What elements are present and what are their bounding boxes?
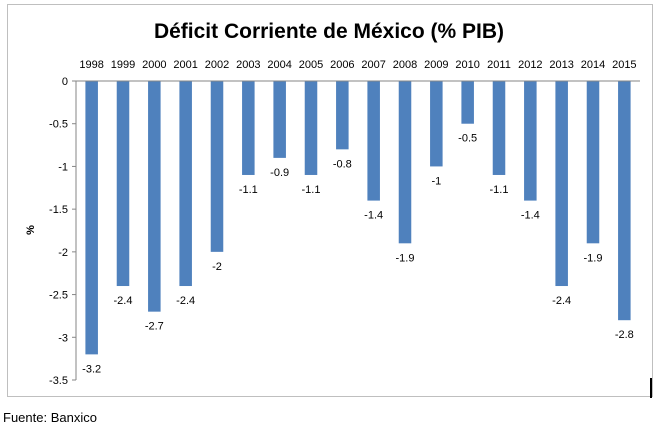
bar-2014	[586, 81, 600, 244]
bar-2003	[242, 81, 255, 175]
bar-2004	[273, 81, 286, 158]
y-tick-label: -1	[58, 161, 68, 173]
source-note: Fuente: Banxico	[3, 410, 97, 425]
y-tick-label: -3	[58, 332, 68, 344]
bar-2012	[524, 81, 537, 201]
data-label-2004: -0.9	[270, 167, 289, 179]
x-tick-label: 2007	[361, 59, 385, 71]
frame-corner-mark	[650, 378, 652, 398]
y-axis-label: %	[25, 225, 37, 235]
chart-frame	[7, 4, 653, 397]
data-label-1998: -3.2	[82, 363, 101, 375]
bars	[85, 81, 631, 355]
data-label-2006: -0.8	[333, 158, 352, 170]
data-labels: -3.2 -2.4 -2.7 -2.4 -2 -1.1 -0.9 -1.1 -0.8 -1.4 -1…	[82, 133, 634, 376]
x-tick-label: 2005	[299, 59, 323, 71]
bar-2013	[555, 81, 568, 287]
bar-2005	[304, 81, 318, 175]
x-tick-label: 2012	[518, 59, 542, 71]
bar-2007	[367, 81, 380, 201]
x-tick-label: 2015	[612, 59, 636, 71]
data-label-2007: -1.4	[364, 210, 383, 222]
bar-2000	[148, 81, 161, 312]
y-tick-label: -2.5	[49, 290, 68, 302]
bar-1999	[116, 81, 130, 287]
x-tick-label: 2004	[267, 59, 291, 71]
data-label-2000: -2.7	[145, 321, 164, 333]
bar-2011	[492, 81, 506, 175]
x-tick-label: 2001	[173, 59, 197, 71]
y-axis-ticks: 0 -0.5 -1 -1.5 -2 -2.5 -3 -3.5	[49, 76, 76, 387]
bar-2002	[210, 81, 224, 252]
bar-2008	[398, 81, 412, 244]
x-tick-label: 2013	[549, 59, 573, 71]
x-tick-label: 2002	[205, 59, 229, 71]
x-tick-label: 1998	[79, 59, 103, 71]
data-label-2005: -1.1	[302, 184, 321, 196]
data-label-2002: -2	[212, 261, 222, 273]
y-tick-label: -2	[58, 247, 68, 259]
data-label-2014: -1.9	[584, 252, 603, 264]
data-label-2015: -2.8	[615, 329, 634, 341]
x-tick-label: 2003	[236, 59, 260, 71]
x-tick-label: 2008	[393, 59, 417, 71]
bar-1998	[85, 81, 98, 355]
data-label-1999: -2.4	[114, 295, 133, 307]
y-tick-label: -0.5	[49, 119, 68, 131]
x-tick-label: 1999	[111, 59, 135, 71]
bar-2009	[430, 81, 443, 167]
y-tick-label: -1.5	[49, 204, 68, 216]
x-tick-label: 2006	[330, 59, 354, 71]
data-label-2013: -2.4	[552, 295, 571, 307]
data-label-2008: -1.9	[396, 252, 415, 264]
data-label-2003: -1.1	[239, 184, 258, 196]
bar-2001	[179, 81, 192, 287]
data-label-2012: -1.4	[521, 210, 540, 222]
bar-2010	[461, 81, 474, 124]
x-tick-label: 2014	[581, 59, 605, 71]
bar-2006	[336, 81, 349, 150]
x-tick-label: 2010	[455, 59, 479, 71]
y-tick-label: -3.5	[49, 375, 68, 387]
x-tick-label: 2000	[142, 59, 166, 71]
data-label-2011: -1.1	[490, 184, 509, 196]
y-tick-label: 0	[62, 76, 68, 88]
x-axis-labels: 1998 1999 2000 2001 2002 2003 2004 2005 2006 2007…	[79, 59, 636, 71]
data-label-2010: -0.5	[458, 133, 477, 145]
data-label-2001: -2.4	[176, 295, 195, 307]
chart-title: Déficit Corriente de México (% PIB)	[154, 20, 504, 43]
bar-2015	[618, 81, 631, 321]
x-tick-label: 2011	[487, 59, 511, 71]
data-label-2009: -1	[431, 175, 441, 187]
x-tick-label: 2009	[424, 59, 448, 71]
